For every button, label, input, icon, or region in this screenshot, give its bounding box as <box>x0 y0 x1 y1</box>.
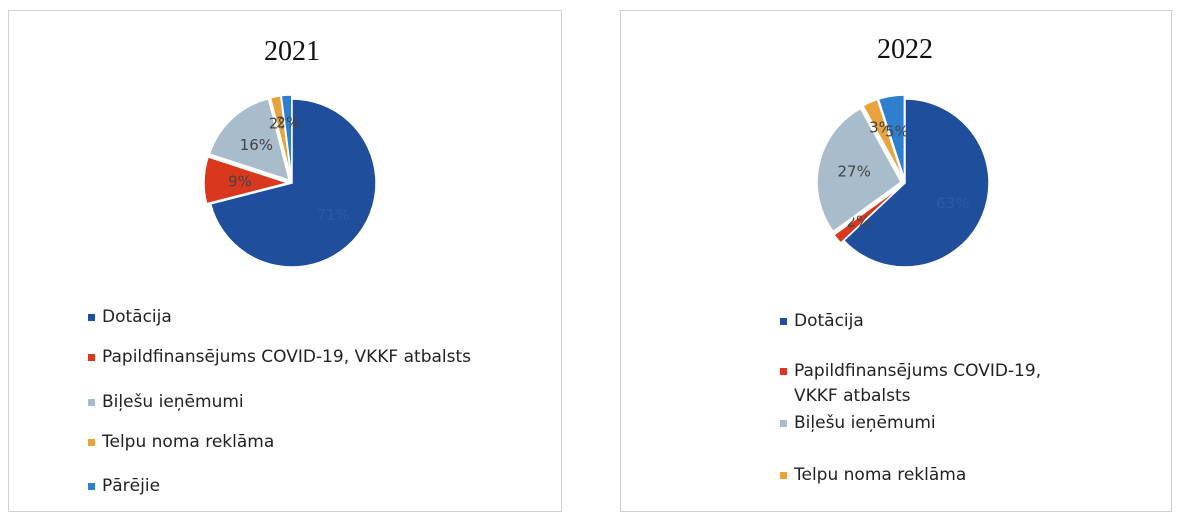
legend-swatch <box>88 399 95 406</box>
legend-swatch <box>88 439 95 446</box>
legend-item: Telpu noma reklāma <box>88 430 548 455</box>
legend-item: Dotācija <box>780 309 1050 334</box>
pie-slice <box>842 98 990 268</box>
legend-swatch <box>780 318 787 325</box>
legend-label: Telpu noma reklāma <box>794 465 967 485</box>
legend-label: Papildfinansējums COVID-19, VKKF atbalst… <box>794 361 1042 406</box>
legend-swatch <box>780 472 787 479</box>
legend-item: Biļešu ieņēmumi <box>780 411 1050 436</box>
pie-slice <box>280 94 293 180</box>
legend-label: Dotācija <box>794 311 864 331</box>
legend-swatch <box>88 314 95 321</box>
pie-slice <box>209 98 377 268</box>
pie-slice <box>208 97 291 182</box>
legend-item: Telpu noma reklāma <box>780 463 1050 488</box>
data-label: 16% <box>240 136 273 154</box>
legend-label: Papildfinansējums COVID-19, VKKF atbalst… <box>102 347 472 367</box>
pie-slice <box>816 107 903 233</box>
legend-swatch <box>780 368 787 375</box>
legend-label: Pārējie <box>102 476 161 496</box>
chart-title: 2022 <box>877 34 933 65</box>
legend-swatch <box>88 483 95 490</box>
data-label: 27% <box>838 163 871 181</box>
data-label: 2% <box>276 114 300 132</box>
data-label: 5% <box>885 123 909 141</box>
legend-item: Biļešu ieņēmumi <box>88 390 548 415</box>
legend-item: Pārējie <box>88 474 548 499</box>
legend-label: Biļešu ieņēmumi <box>794 413 936 433</box>
legend-label: Telpu noma reklāma <box>102 432 275 452</box>
legend-swatch <box>780 420 787 427</box>
data-label: 71% <box>316 206 349 224</box>
legend-swatch <box>88 354 95 361</box>
pie-slice <box>877 94 906 180</box>
legend-label: Biļešu ieņēmumi <box>102 392 244 412</box>
legend-label: Dotācija <box>102 307 172 327</box>
legend-item: Papildfinansējums COVID-19, VKKF atbalst… <box>780 359 1050 409</box>
pie-slice <box>861 98 905 180</box>
legend-item: Dotācija <box>88 305 548 330</box>
chart-title: 2021 <box>264 36 320 67</box>
data-label: 63% <box>936 195 969 213</box>
pie-slice <box>832 184 903 245</box>
pie-slice <box>203 155 291 205</box>
legend-item: Papildfinansējums COVID-19, VKKF atbalst… <box>88 345 548 370</box>
data-label: 9% <box>228 172 252 190</box>
